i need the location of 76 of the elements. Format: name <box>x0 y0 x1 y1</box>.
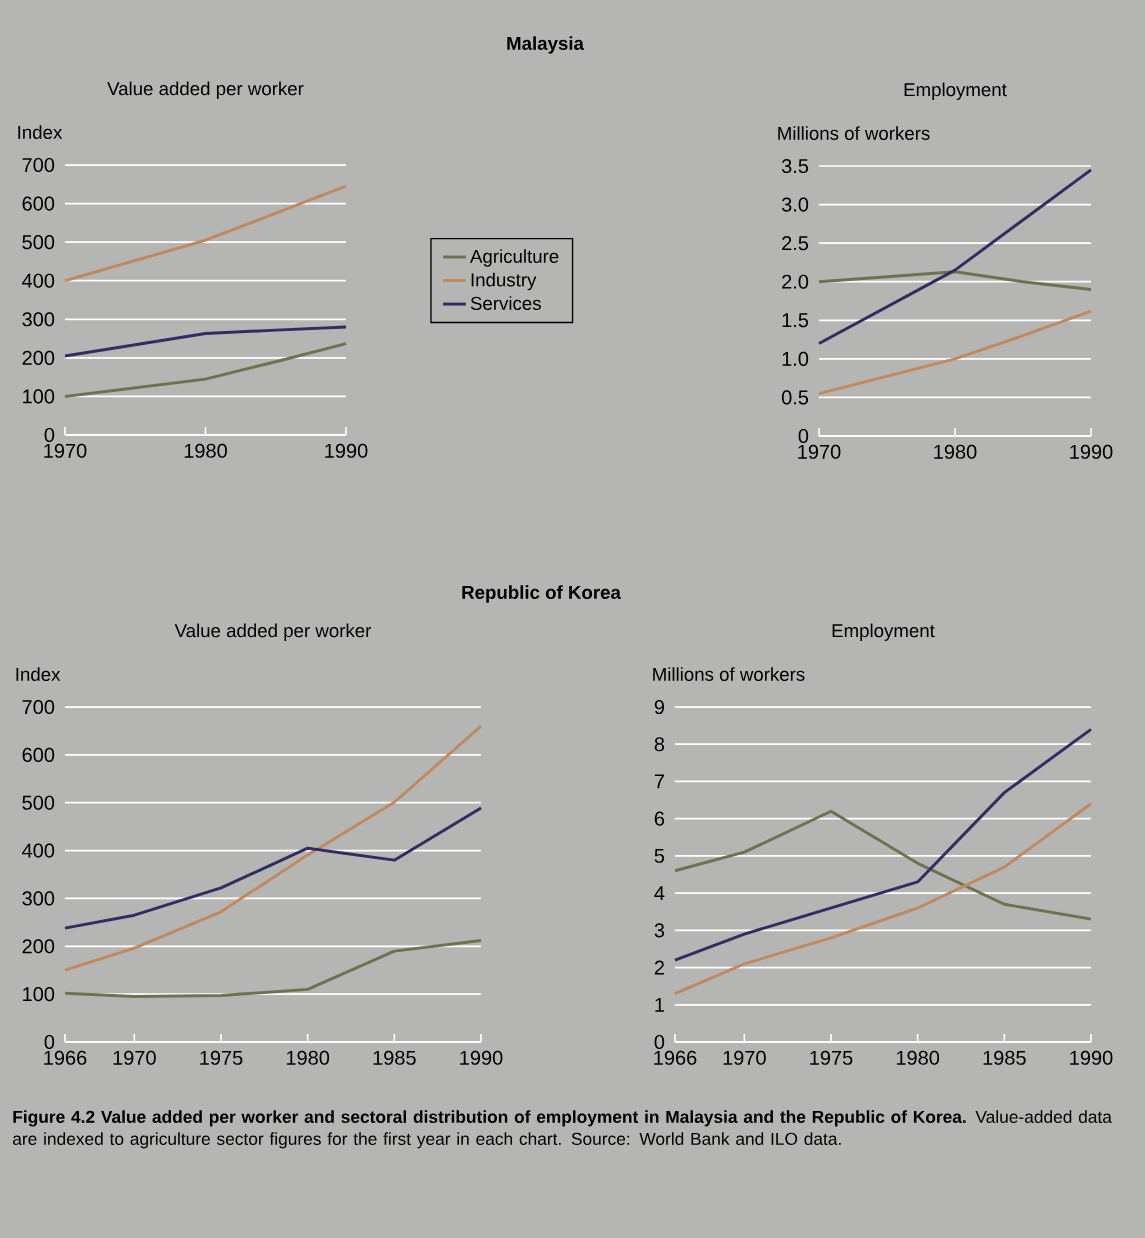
y-axis-title: Millions of workers <box>778 126 930 140</box>
y-tick-label: 300 <box>22 312 55 327</box>
chart-title: Employment <box>904 82 1007 100</box>
y-tick-label: 200 <box>22 350 55 365</box>
line-series <box>63 724 483 972</box>
x-tick-label: 1980 <box>184 443 227 458</box>
y-tick-label: 400 <box>22 273 55 288</box>
x-tick-label: 1970 <box>723 1050 766 1065</box>
y-tick-label: 2 <box>654 960 664 975</box>
x-tick-label: 1980 <box>934 444 977 459</box>
y-tick-label: 1.5 <box>782 313 809 328</box>
x-tick-label: 1970 <box>113 1050 156 1065</box>
x-tick-label: 1970 <box>798 444 841 459</box>
y-tick-label: 100 <box>23 389 55 404</box>
y-tick-label: 2.0 <box>782 274 809 289</box>
y-axis-title: Millions of workers <box>653 667 805 681</box>
y-tick-label: 3.5 <box>781 158 809 174</box>
x-tick-label: 1975 <box>200 1050 243 1065</box>
y-tick-label: 1 <box>655 997 664 1012</box>
y-tick-label: 0 <box>654 1034 665 1050</box>
x-tick-label: 1985 <box>983 1050 1026 1065</box>
y-tick-label: 600 <box>22 747 55 762</box>
x-tick-label: 1980 <box>286 1050 330 1065</box>
x-tick-label: 1990 <box>1070 1050 1113 1065</box>
line-series <box>63 184 348 283</box>
line-series <box>63 939 483 999</box>
y-tick-label: 3 <box>654 923 665 938</box>
y-tick-label: 5 <box>654 848 665 863</box>
line-series <box>673 802 1093 996</box>
y-tick-label: 200 <box>22 939 55 954</box>
line-series <box>63 342 348 398</box>
line-series <box>63 806 483 930</box>
text: Malaysia <box>507 36 585 54</box>
chart-title: Value added per worker <box>174 623 372 641</box>
y-tick-label: 0 <box>44 427 55 443</box>
y-axis-title: Index <box>18 125 63 139</box>
y-tick-label: 0 <box>44 1034 55 1050</box>
y-tick-label: 6 <box>654 811 665 826</box>
y-tick-label: 0 <box>798 428 809 444</box>
y-tick-label: 400 <box>22 843 55 858</box>
y-tick-label: 100 <box>23 987 55 1002</box>
y-tick-label: 2.5 <box>782 236 809 251</box>
y-tick-label: 7 <box>654 774 664 789</box>
legend-label: Services <box>470 296 541 311</box>
y-tick-label: 8 <box>654 737 665 752</box>
y-tick-label: 9 <box>654 699 664 715</box>
x-tick-label: 1975 <box>810 1050 853 1065</box>
x-tick-label: 1970 <box>44 443 87 458</box>
y-tick-label: 4 <box>654 886 665 900</box>
x-tick-label: 1966 <box>654 1050 697 1065</box>
text: Republic of Korea <box>462 585 621 603</box>
x-tick-label: 1990 <box>460 1050 503 1065</box>
y-tick-label: 600 <box>22 196 55 211</box>
y-tick-label: 700 <box>22 699 55 715</box>
y-tick-label: 700 <box>22 157 55 173</box>
line-series <box>817 168 1093 345</box>
legend-label: Agriculture <box>470 249 559 267</box>
x-tick-label: 1980 <box>896 1050 940 1065</box>
line-series <box>63 325 348 358</box>
y-tick-label: 500 <box>22 235 55 250</box>
y-tick-label: 0.5 <box>781 390 809 405</box>
line-series <box>817 309 1093 396</box>
y-axis-title: Index <box>16 667 61 681</box>
y-tick-label: 3.0 <box>781 197 809 212</box>
x-tick-label: 1990 <box>325 443 368 458</box>
y-tick-label: 1.0 <box>782 351 809 366</box>
y-tick-label: 500 <box>22 795 55 810</box>
legend-label: Industry <box>471 272 537 291</box>
x-tick-label: 1985 <box>373 1050 416 1065</box>
x-tick-label: 1966 <box>44 1050 87 1065</box>
text: Figure 4.2 Value added per worker and sectoral distribution of employment in Malaysia and the Republic of Korea. Value-added data are indexed to agriculture sector figures for the first year in each chart. Source: World Bank and ILO data. <box>13 1110 1112 1149</box>
line-series <box>673 809 1093 921</box>
y-tick-label: 300 <box>22 891 55 906</box>
chart-title: Value added per worker <box>107 81 304 99</box>
chart-title: Employment <box>832 623 935 641</box>
x-tick-label: 1990 <box>1070 444 1113 459</box>
